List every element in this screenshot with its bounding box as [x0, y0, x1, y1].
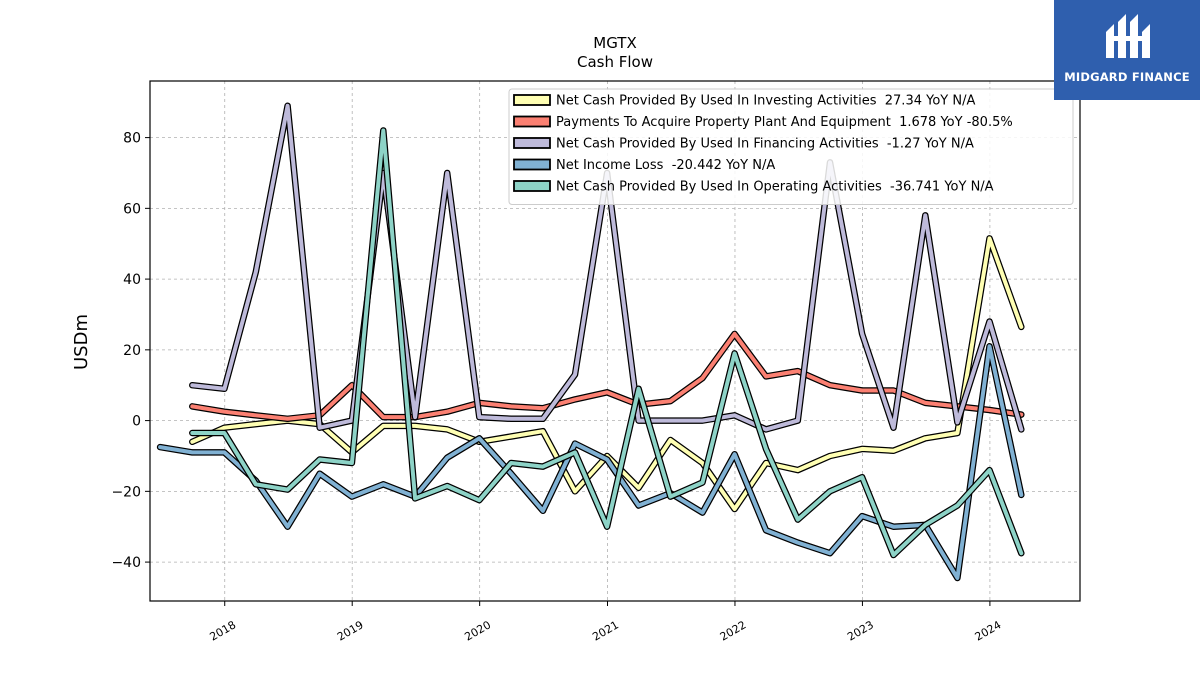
brand-name: MIDGARD FINANCE — [1064, 70, 1190, 84]
legend-swatch-3 — [513, 158, 551, 171]
chart-title: MGTX — [593, 34, 636, 52]
y-tick-label: 40 — [123, 272, 141, 288]
legend-swatch-0 — [513, 94, 551, 106]
plot-frame — [149, 80, 1081, 602]
brand-logo: MIDGARD FINANCE — [1054, 0, 1200, 100]
series-line-4 — [190, 128, 1024, 557]
midgard-logo-icon — [1106, 14, 1150, 58]
chart-subtitle: Cash Flow — [577, 53, 653, 71]
legend-label-1: Payments To Acquire Property Plant And E… — [556, 115, 1013, 130]
x-tick-label: 2022 — [718, 618, 749, 643]
legend-label-3: Net Income Loss -20.442 YoY N/A — [556, 158, 775, 173]
x-tick-label: 2019 — [335, 618, 366, 643]
x-tick-label: 2024 — [973, 618, 1004, 643]
x-tick-label: 2023 — [845, 618, 876, 643]
axis-ticks: −40 −20 0 20 40 60 80 2018 2019 2020 2021 2022 2023 2… — [111, 131, 1003, 644]
y-tick-label: 20 — [123, 343, 141, 359]
legend-swatch-2 — [513, 137, 551, 149]
y-tick-label: 0 — [132, 414, 141, 430]
x-tick-label: 2020 — [462, 618, 493, 643]
y-tick-label: 80 — [123, 131, 141, 147]
legend-label-4: Net Cash Provided By Used In Operating A… — [556, 180, 994, 195]
legend-label-0: Net Cash Provided By Used In Investing A… — [556, 94, 975, 109]
x-tick-label: 2021 — [590, 618, 621, 643]
legend: Net Cash Provided By Used In Investing A… — [508, 88, 1074, 205]
y-tick-label: 60 — [123, 201, 141, 217]
x-tick-label: 2018 — [207, 618, 238, 643]
legend-swatch-4 — [513, 180, 551, 192]
legend-swatch-1 — [513, 115, 551, 128]
y-tick-label: −20 — [111, 484, 141, 500]
legend-box — [508, 88, 1074, 205]
y-tick-label: −40 — [111, 555, 141, 571]
y-axis-label: USDm — [71, 314, 92, 370]
legend-label-2: Net Cash Provided By Used In Financing A… — [556, 137, 974, 152]
